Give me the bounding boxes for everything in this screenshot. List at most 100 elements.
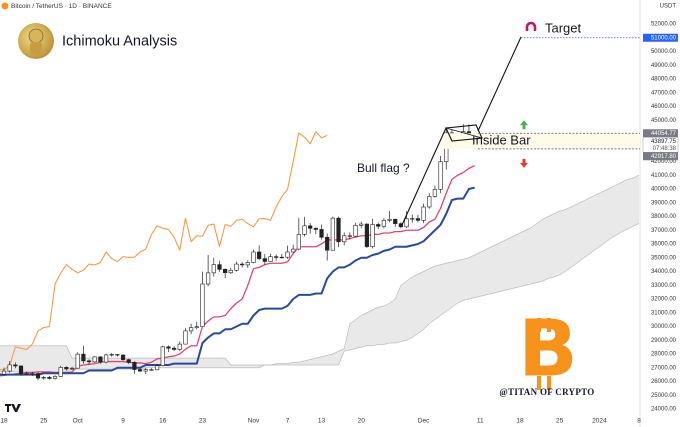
y-tick-label: 49000.00 xyxy=(651,63,677,69)
y-tick-label: 25000.00 xyxy=(651,393,677,399)
chart-title: Ichimoku Analysis xyxy=(62,33,177,49)
candle-body xyxy=(302,225,307,235)
candle-body xyxy=(410,218,415,220)
cloud-edge xyxy=(0,174,640,373)
candle-body xyxy=(234,263,239,271)
down-arrow xyxy=(520,158,528,168)
y-tick-label: 30000.00 xyxy=(651,324,677,330)
candle-body xyxy=(92,356,97,363)
tradingview-logo xyxy=(5,404,21,412)
logo-bar xyxy=(547,376,551,390)
y-tick-label: 29000.00 xyxy=(651,338,677,344)
candle-body xyxy=(245,262,250,266)
candle-body xyxy=(200,283,205,327)
target-projection xyxy=(477,36,522,132)
x-tick-label: 25 xyxy=(40,418,48,425)
bitcoin-logo: B xyxy=(518,304,577,394)
candle-body xyxy=(18,365,24,374)
candle-body xyxy=(438,161,443,190)
candle-body xyxy=(251,251,256,263)
avatar-body xyxy=(30,42,42,54)
candle-body xyxy=(103,354,109,363)
watermark: @TITAN OF CRYPTO xyxy=(499,387,594,397)
candle-body xyxy=(228,269,233,274)
symbol-icon xyxy=(1,2,9,10)
inside-bar-zone xyxy=(440,133,640,149)
candle-body xyxy=(1,370,7,375)
candle-body xyxy=(393,218,398,224)
candle-body xyxy=(149,369,154,371)
y-tick-label: 26000.00 xyxy=(651,379,677,385)
symbol-header: Bitcoin / TetherUS · 1D · BINANCE xyxy=(11,3,112,10)
x-tick-label: 23 xyxy=(199,418,207,425)
x-tick-label: Oct xyxy=(73,418,83,425)
x-tick-label: 11 xyxy=(477,418,484,425)
candle-body xyxy=(126,359,131,363)
candle-body xyxy=(86,360,92,363)
y-tick-label: 32000.00 xyxy=(651,297,677,303)
candle-body xyxy=(183,330,188,345)
candle-body xyxy=(347,235,352,237)
logo-bar xyxy=(537,318,541,332)
candle-body xyxy=(268,256,273,262)
candle-body xyxy=(370,224,375,247)
y-tick-label: 41000.00 xyxy=(651,173,677,179)
candle-body xyxy=(353,225,358,237)
candle-body xyxy=(279,256,284,259)
y-tick-label: 42000.00 xyxy=(651,159,677,165)
price-marker-label: 51000.00 xyxy=(651,35,677,41)
candle-body xyxy=(98,356,103,363)
candle-body xyxy=(7,364,12,372)
candle-body xyxy=(211,264,216,274)
candle-body xyxy=(325,236,330,251)
y-tick-label: 38000.00 xyxy=(651,214,677,220)
flag-pole xyxy=(401,127,447,226)
candle-body xyxy=(194,326,199,328)
x-tick-label: 2024 xyxy=(592,418,607,425)
candle-body xyxy=(30,373,35,375)
candle-body xyxy=(415,218,421,221)
candle-body xyxy=(398,223,404,228)
y-tick-label: 45000.00 xyxy=(651,118,677,124)
candle-body xyxy=(404,218,409,228)
cloud-fill xyxy=(0,175,640,372)
candle-body xyxy=(376,224,381,227)
candle-body xyxy=(240,263,245,266)
candle-body xyxy=(109,354,114,356)
candle-body xyxy=(336,217,341,243)
candle-body xyxy=(52,376,58,379)
up-arrow xyxy=(520,120,528,130)
y-tick-label: 34000.00 xyxy=(651,269,677,275)
y-tick-label: 50000.00 xyxy=(651,49,677,55)
inside-bar-label: Inside Bar xyxy=(472,133,531,148)
price-marker-label: 42917.80 xyxy=(651,154,677,160)
bull-flag-label: Bull flag ? xyxy=(357,161,410,175)
candle-body xyxy=(313,228,318,230)
candle-body xyxy=(41,377,46,379)
y-tick-label: 24000.00 xyxy=(651,407,677,413)
candle-body xyxy=(359,223,364,226)
y-tick-label: 28000.00 xyxy=(651,352,677,358)
candle-body xyxy=(143,369,148,372)
candle-body xyxy=(217,264,222,270)
target-label: Target xyxy=(545,20,582,35)
candle-body xyxy=(330,217,335,251)
candle-body xyxy=(342,235,347,243)
y-tick-label: 46000.00 xyxy=(651,104,677,110)
price-marker-box xyxy=(643,129,678,138)
candle-body xyxy=(319,229,324,238)
candle-body xyxy=(120,354,126,360)
x-tick-label: Nov xyxy=(248,418,260,425)
x-tick-label: 25 xyxy=(556,418,564,425)
candle-body xyxy=(387,218,392,221)
x-tick-label: 20 xyxy=(358,418,366,425)
indicator-line xyxy=(0,131,328,371)
candle-body xyxy=(35,373,41,379)
candle-body xyxy=(189,327,194,332)
price-marker-label: 43897.75 xyxy=(651,139,677,145)
price-marker-countdown: 07:48:38 xyxy=(653,146,677,152)
candle-body xyxy=(64,367,69,370)
